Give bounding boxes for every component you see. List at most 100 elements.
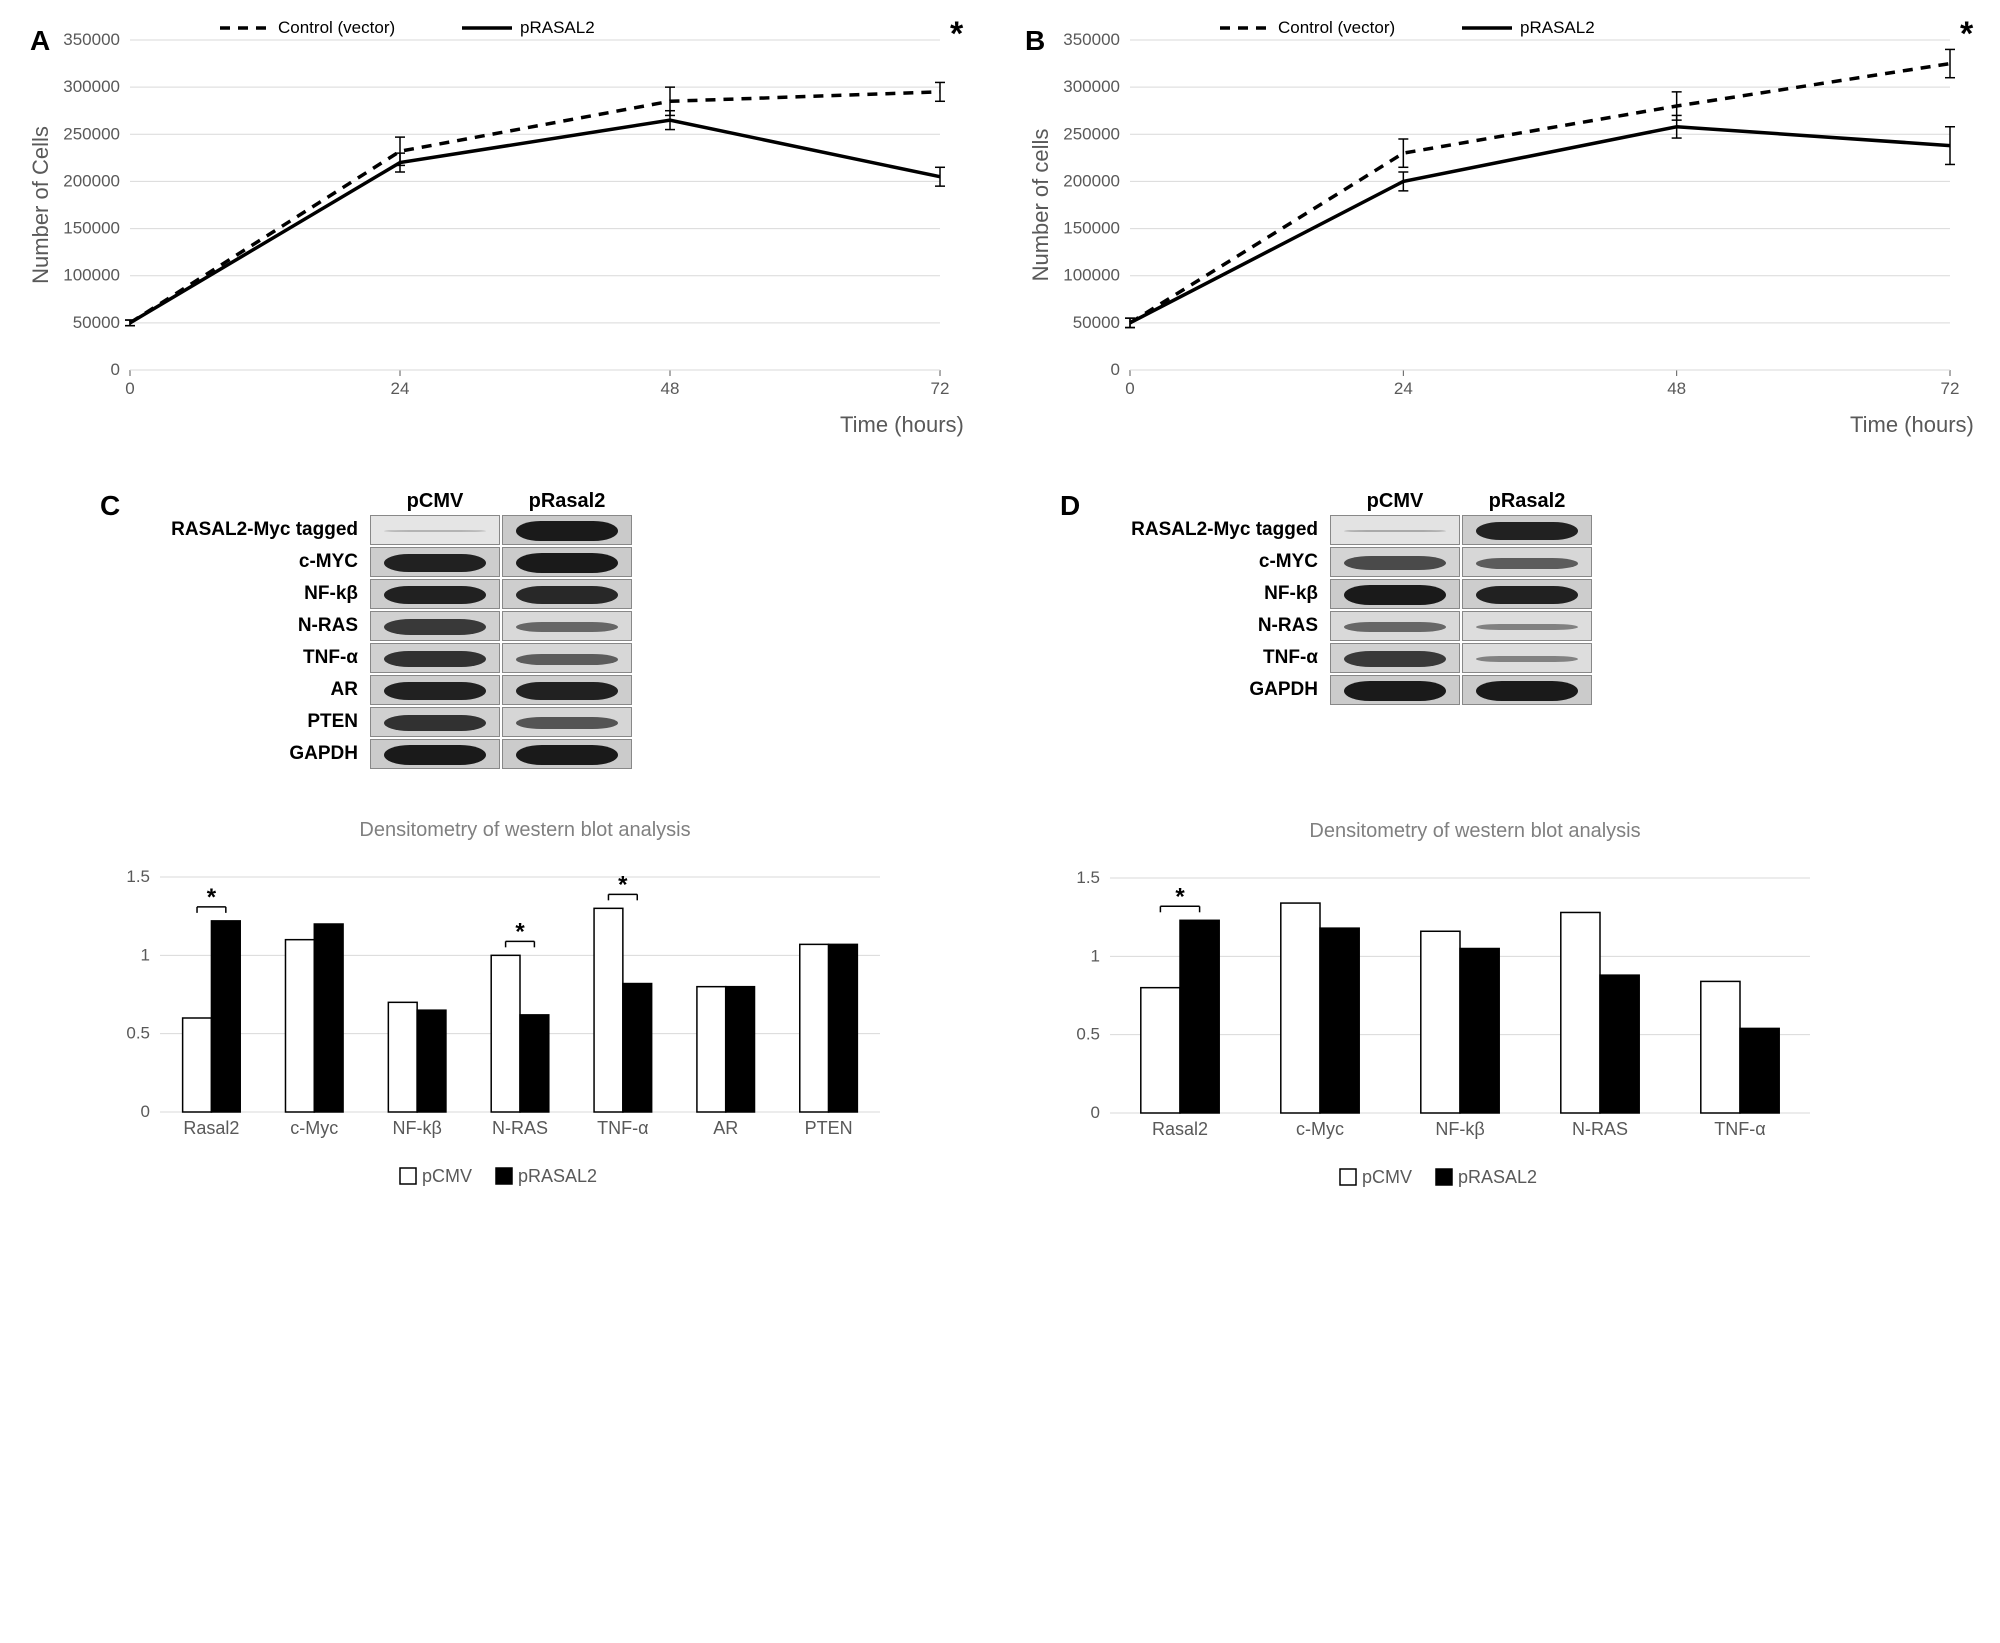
svg-text:TNF-α: TNF-α xyxy=(597,1118,648,1138)
blot-band xyxy=(370,579,500,609)
svg-text:pRASAL2: pRASAL2 xyxy=(518,1166,597,1186)
svg-text:pCMV: pCMV xyxy=(422,1166,472,1186)
blot-row-label: NF-kβ xyxy=(160,583,370,605)
svg-text:Number of cells: Number of cells xyxy=(1028,129,1053,282)
blot-band xyxy=(1462,611,1592,641)
blot-band xyxy=(1462,675,1592,705)
svg-text:0: 0 xyxy=(125,379,134,398)
svg-text:PTEN: PTEN xyxy=(805,1118,853,1138)
blot-band xyxy=(1330,611,1460,641)
blot-band xyxy=(370,707,500,737)
blot-band xyxy=(1462,643,1592,673)
blot-band xyxy=(1462,579,1592,609)
line-chart-a: 0500001000001500002000002500003000003500… xyxy=(20,10,970,450)
svg-text:AR: AR xyxy=(713,1118,738,1138)
blot-band xyxy=(370,675,500,705)
blot-column-header: pRasal2 xyxy=(1462,490,1592,513)
svg-text:Time (hours): Time (hours) xyxy=(840,412,964,437)
svg-text:Control (vector): Control (vector) xyxy=(278,18,395,37)
blot-row-label: N-RAS xyxy=(1120,615,1330,637)
svg-text:50000: 50000 xyxy=(1073,313,1120,332)
blot-band xyxy=(1330,515,1460,545)
svg-text:150000: 150000 xyxy=(1063,219,1120,238)
blot-band xyxy=(1330,579,1460,609)
blot-column-header: pCMV xyxy=(1330,490,1460,513)
blot-row: N-RAS xyxy=(160,611,950,641)
svg-text:100000: 100000 xyxy=(1063,266,1120,285)
svg-text:pCMV: pCMV xyxy=(1362,1167,1412,1187)
blot-column-header: pCMV xyxy=(370,490,500,513)
svg-text:*: * xyxy=(1175,883,1185,910)
bar-chart-d: 00.511.5*Rasal2c-MycNF-kβN-RASTNF-αpCMVp… xyxy=(1050,853,1830,1203)
blot-row: TNF-α xyxy=(160,643,950,673)
svg-text:c-Myc: c-Myc xyxy=(1296,1119,1344,1139)
blot-band xyxy=(1330,675,1460,705)
blot-row-label: c-MYC xyxy=(160,551,370,573)
svg-text:350000: 350000 xyxy=(63,30,120,49)
blot-band xyxy=(1462,515,1592,545)
svg-text:0: 0 xyxy=(1091,1103,1100,1122)
svg-text:100000: 100000 xyxy=(63,266,120,285)
blot-band xyxy=(1330,547,1460,577)
blot-row: NF-kβ xyxy=(160,579,950,609)
svg-text:24: 24 xyxy=(1394,379,1413,398)
svg-text:pRASAL2: pRASAL2 xyxy=(1458,1167,1537,1187)
blot-band xyxy=(502,643,632,673)
blot-band xyxy=(1330,643,1460,673)
blot-row: RASAL2-Myc tagged xyxy=(160,515,950,545)
blot-band xyxy=(370,547,500,577)
svg-text:Time (hours): Time (hours) xyxy=(1850,412,1974,437)
bar-chart-d-title: Densitometry of western blot analysis xyxy=(1050,820,1900,843)
line-chart-b: 0500001000001500002000002500003000003500… xyxy=(1020,10,1980,450)
svg-text:*: * xyxy=(515,918,525,945)
blot-band xyxy=(370,739,500,769)
blot-band xyxy=(502,707,632,737)
svg-text:0: 0 xyxy=(1125,379,1134,398)
blot-band xyxy=(502,579,632,609)
svg-text:0: 0 xyxy=(141,1102,150,1121)
blot-row: AR xyxy=(160,675,950,705)
blot-row-label: NF-kβ xyxy=(1120,583,1330,605)
blot-row: c-MYC xyxy=(160,547,950,577)
svg-text:N-RAS: N-RAS xyxy=(492,1118,548,1138)
svg-text:250000: 250000 xyxy=(1063,124,1120,143)
svg-text:72: 72 xyxy=(931,379,950,398)
svg-text:Number of Cells: Number of Cells xyxy=(28,126,53,284)
blot-row: GAPDH xyxy=(160,739,950,769)
svg-text:300000: 300000 xyxy=(1063,77,1120,96)
svg-text:0.5: 0.5 xyxy=(1076,1025,1100,1044)
svg-text:50000: 50000 xyxy=(73,313,120,332)
svg-text:0.5: 0.5 xyxy=(126,1024,150,1043)
svg-text:24: 24 xyxy=(391,379,410,398)
svg-text:350000: 350000 xyxy=(1063,30,1120,49)
western-blot-d: pCMVpRasal2 RASAL2-Myc tagged c-MYC NF-kβ N-… xyxy=(1120,490,1900,705)
blot-row: RASAL2-Myc tagged xyxy=(1120,515,1900,545)
blot-row: NF-kβ xyxy=(1120,579,1900,609)
blot-row-label: RASAL2-Myc tagged xyxy=(1120,519,1330,541)
blot-row-label: N-RAS xyxy=(160,615,370,637)
panel-d-label: D xyxy=(1060,490,1080,522)
svg-text:pRASAL2: pRASAL2 xyxy=(1520,18,1595,37)
svg-text:300000: 300000 xyxy=(63,77,120,96)
svg-text:Control (vector): Control (vector) xyxy=(1278,18,1395,37)
blot-band xyxy=(370,643,500,673)
svg-text:*: * xyxy=(950,15,964,53)
blot-row-label: PTEN xyxy=(160,711,370,733)
blot-column-header: pRasal2 xyxy=(502,490,632,513)
blot-band xyxy=(502,611,632,641)
svg-text:pRASAL2: pRASAL2 xyxy=(520,18,595,37)
svg-text:150000: 150000 xyxy=(63,219,120,238)
panel-a: A 05000010000015000020000025000030000035… xyxy=(20,10,970,450)
blot-row-label: GAPDH xyxy=(160,743,370,765)
svg-text:NF-kβ: NF-kβ xyxy=(392,1118,441,1138)
svg-text:1.5: 1.5 xyxy=(1076,868,1100,887)
svg-text:c-Myc: c-Myc xyxy=(290,1118,338,1138)
svg-text:48: 48 xyxy=(1667,379,1686,398)
blot-band xyxy=(370,515,500,545)
svg-text:0: 0 xyxy=(111,360,120,379)
svg-text:TNF-α: TNF-α xyxy=(1714,1119,1765,1139)
blot-row-label: c-MYC xyxy=(1120,551,1330,573)
panel-b-label: B xyxy=(1025,25,1045,57)
blot-band xyxy=(502,675,632,705)
svg-text:Rasal2: Rasal2 xyxy=(1152,1119,1208,1139)
